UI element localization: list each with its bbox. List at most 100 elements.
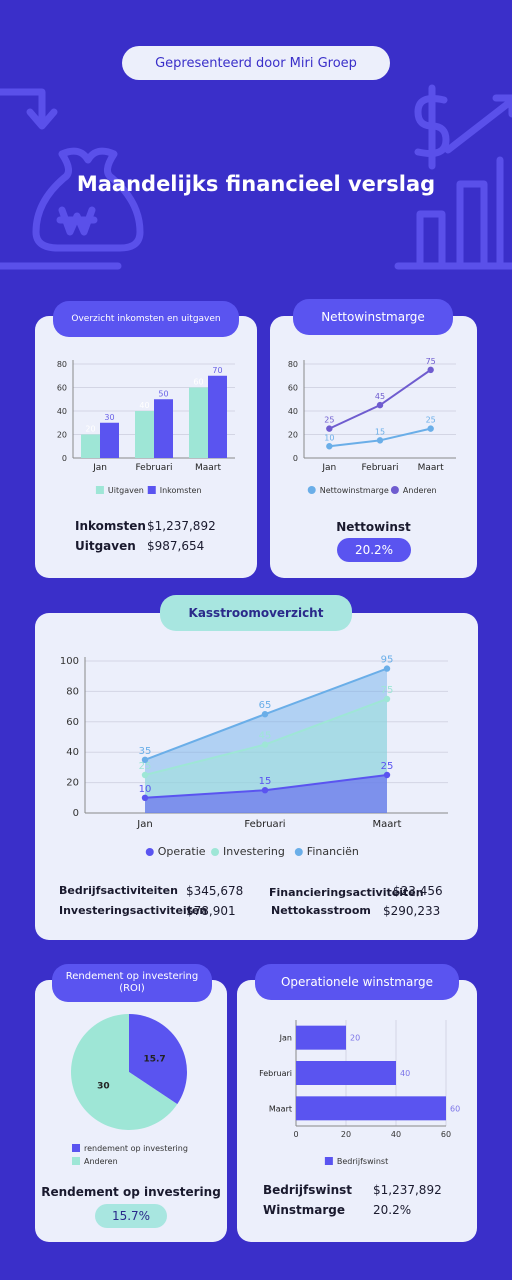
x-tick-label: 20 (341, 1130, 351, 1139)
cashflow-stat-label: Investeringsactiviteiten (59, 904, 208, 917)
data-label: 60 (193, 378, 203, 387)
bar (208, 375, 227, 458)
x-tick-label: Februari (361, 463, 398, 473)
presenter-badge: Gepresenteerd door Miri Groep (122, 46, 390, 80)
cashflow-stat-value: $290,233 (383, 904, 441, 918)
cashflow-stat-label: Nettokasstroom (271, 904, 371, 917)
operating-margin-chart: 0 20 40 60 Jan 20 Februari 40 Maart 60 Bedrijfswin… (259, 1020, 460, 1166)
data-point (326, 443, 333, 450)
legend-swatch (95, 486, 104, 494)
profit-margin-value: 20.2% (373, 1203, 412, 1217)
bar (135, 411, 154, 458)
bar (296, 1061, 396, 1085)
legend-label: Operatie (158, 845, 206, 858)
income-expenses-chart: 0 20 40 60 80 20 30 Jan 40 50 Februari 60 70 Maart Uit… (57, 360, 235, 495)
legend-label: Nettowinstmarge (320, 486, 389, 495)
header-decoration (0, 84, 512, 270)
data-label: 10 (324, 433, 334, 442)
income-expenses-title: Overzicht inkomsten en uitgaven (53, 301, 239, 337)
data-point (326, 425, 333, 432)
cashflow-stat-label: Bedrijfsactiviteiten (59, 884, 178, 897)
data-point (376, 401, 384, 409)
legend-label: Investering (223, 845, 285, 858)
roi-chart: 15.7 30 rendement op investering Anderen (71, 1014, 188, 1166)
data-point (383, 771, 391, 779)
roi-title: Rendement op investering (ROI) (52, 964, 212, 1002)
net-margin-chart: 0 20 40 60 80 Jan Februari Maart 10 15 25 25 45 75 Net… (288, 357, 456, 495)
page-title: Maandelijks financieel verslag (76, 172, 436, 196)
money-bag-won-icon (32, 147, 144, 252)
profit-margin-label: Winstmarge (263, 1203, 346, 1217)
data-label: 25 (426, 416, 436, 425)
data-point (141, 756, 149, 763)
x-tick-label: Maart (373, 819, 402, 830)
y-tick-label: 20 (288, 431, 298, 440)
dollar-sign-icon (414, 84, 450, 170)
data-label: 70 (212, 366, 222, 375)
data-label: 35 (139, 746, 152, 757)
bar (81, 434, 100, 458)
data-label: 30 (97, 1082, 110, 1092)
data-label: 75 (426, 357, 436, 366)
cashflow-card: 0 20 40 60 80 100 Jan Februari Maart 10 15 25 25 45 75… (35, 613, 478, 940)
bar (100, 422, 119, 458)
legend-swatch (294, 848, 303, 856)
y-tick-label: 20 (66, 778, 79, 789)
legend-swatch (147, 486, 156, 494)
legend-label: Anderen (403, 486, 437, 495)
cashflow-chart: 0 20 40 60 80 100 Jan Februari Maart 10 15 25 25 45 75… (60, 655, 448, 858)
legend-swatch (72, 1144, 80, 1152)
legend-label: Uitgaven (108, 486, 144, 495)
y-tick-label: 60 (57, 384, 67, 393)
cashflow-stat-value: $23,456 (393, 884, 443, 898)
growth-bar-chart-icon (394, 94, 512, 270)
y-tick-label: 0 (73, 808, 79, 819)
data-label: 75 (381, 685, 394, 696)
legend-swatch (145, 848, 154, 856)
data-label: 60 (450, 1104, 460, 1113)
pie-slice (129, 1014, 187, 1105)
data-label: 45 (259, 731, 272, 742)
y-tick-label: 20 (57, 431, 67, 440)
operating-margin-card: 0 20 40 60 Jan 20 Februari 40 Maart 60 Bedrijfswin… (237, 980, 477, 1242)
data-point (261, 741, 269, 748)
roi-value: 15.7% (95, 1204, 167, 1228)
x-tick-label: Februari (135, 463, 172, 473)
cashflow-stat-value: $345,678 (186, 884, 244, 898)
y-tick-label: 100 (60, 656, 79, 667)
data-point (376, 437, 384, 444)
x-tick-label: Februari (244, 819, 285, 830)
roi-label: Rendement op investering (41, 1185, 221, 1199)
legend-swatch (324, 1157, 333, 1165)
data-point (427, 366, 434, 374)
y-tick-label: 0 (293, 454, 298, 463)
y-tick-label: 80 (66, 686, 79, 697)
legend-label: rendement op investering (84, 1144, 188, 1153)
data-label: 95 (381, 655, 394, 666)
y-tick-label: 80 (288, 360, 298, 369)
x-tick-label: 40 (391, 1130, 401, 1139)
legend-swatch (390, 486, 399, 494)
legend-label: Bedrijfswinst (337, 1157, 388, 1166)
pie-slice (71, 1014, 178, 1130)
area-fill (145, 775, 387, 813)
income-value: $1,237,892 (147, 519, 216, 533)
data-label: 10 (139, 784, 152, 795)
legend-label: Inkomsten (160, 486, 202, 495)
data-point (383, 695, 391, 703)
expenses-value: $987,654 (147, 539, 205, 553)
data-point (427, 425, 434, 432)
legend-swatch (307, 486, 316, 494)
income-expenses-card: 0 20 40 60 80 20 30 Jan 40 50 Februari 60 70 Maart Uit… (35, 316, 257, 578)
data-label: 25 (139, 761, 152, 772)
operating-margin-title: Operationele winstmarge (255, 964, 459, 1000)
bar (154, 399, 173, 458)
net-profit-label: Nettowinst (336, 520, 411, 534)
income-label: Inkomsten (75, 519, 146, 533)
data-label: 40 (400, 1069, 410, 1078)
x-tick-label: Maart (418, 463, 444, 473)
data-label: 65 (259, 700, 272, 711)
area-fill (145, 668, 387, 813)
data-label: 40 (139, 401, 149, 410)
y-tick-label: Februari (259, 1069, 292, 1078)
